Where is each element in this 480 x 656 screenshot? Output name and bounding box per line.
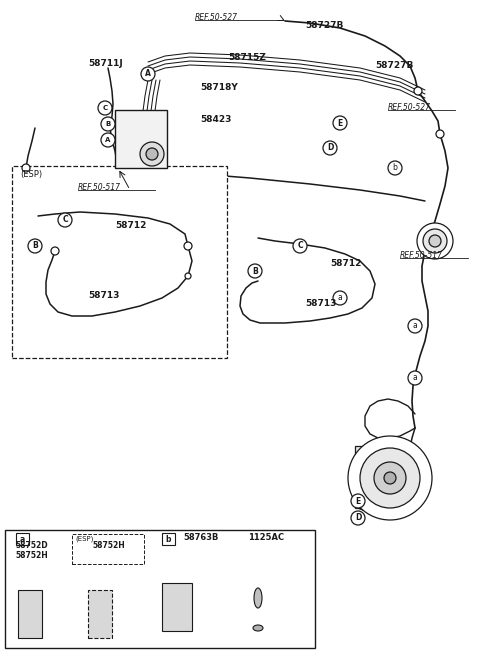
Circle shape xyxy=(333,291,347,305)
Text: 1125AC: 1125AC xyxy=(248,533,284,543)
Text: (ESP): (ESP) xyxy=(75,536,94,543)
Circle shape xyxy=(333,116,347,130)
Circle shape xyxy=(248,264,262,278)
Text: b: b xyxy=(165,535,171,544)
Text: 58718Y: 58718Y xyxy=(200,83,238,92)
Text: A: A xyxy=(145,70,151,79)
Circle shape xyxy=(51,247,59,255)
Text: B: B xyxy=(252,266,258,276)
Bar xyxy=(18,590,42,638)
Text: REF.50-517: REF.50-517 xyxy=(400,251,443,260)
Text: 58763B: 58763B xyxy=(183,533,218,543)
Circle shape xyxy=(98,101,112,115)
Circle shape xyxy=(146,148,158,160)
Text: a: a xyxy=(413,373,418,382)
Text: (ESP): (ESP) xyxy=(20,169,42,178)
Circle shape xyxy=(436,130,444,138)
Circle shape xyxy=(293,239,307,253)
Circle shape xyxy=(140,142,164,166)
Circle shape xyxy=(348,436,432,520)
Text: C: C xyxy=(102,105,108,111)
Ellipse shape xyxy=(254,588,262,608)
Circle shape xyxy=(101,117,115,131)
Bar xyxy=(115,110,167,168)
Circle shape xyxy=(423,229,447,253)
Bar xyxy=(72,534,144,564)
Text: 58727B: 58727B xyxy=(375,62,413,70)
Text: 58423: 58423 xyxy=(200,115,231,125)
Circle shape xyxy=(351,511,365,525)
Text: B: B xyxy=(106,121,110,127)
Bar xyxy=(5,530,315,648)
Text: 58712: 58712 xyxy=(115,222,146,230)
Bar xyxy=(355,446,377,508)
Text: 58752D: 58752D xyxy=(15,541,48,550)
Text: REF.50-517: REF.50-517 xyxy=(78,184,121,192)
Text: E: E xyxy=(337,119,343,127)
Bar xyxy=(88,590,112,638)
Text: REF.50-527: REF.50-527 xyxy=(195,14,238,22)
Circle shape xyxy=(374,462,406,494)
Circle shape xyxy=(185,273,191,279)
Text: REF.50-527: REF.50-527 xyxy=(388,104,431,112)
Bar xyxy=(161,533,175,545)
Circle shape xyxy=(323,141,337,155)
Text: 58752H: 58752H xyxy=(15,552,48,560)
Text: D: D xyxy=(327,144,333,152)
Circle shape xyxy=(360,448,420,508)
Circle shape xyxy=(184,242,192,250)
Bar xyxy=(15,533,28,545)
Text: 58715Z: 58715Z xyxy=(228,54,266,62)
Text: E: E xyxy=(355,497,360,506)
Text: a: a xyxy=(337,293,342,302)
Circle shape xyxy=(58,213,72,227)
Circle shape xyxy=(408,319,422,333)
Text: C: C xyxy=(62,216,68,224)
Text: C: C xyxy=(297,241,303,251)
Text: b: b xyxy=(393,163,397,173)
Circle shape xyxy=(101,133,115,147)
Circle shape xyxy=(22,164,30,172)
Text: B: B xyxy=(32,241,38,251)
Bar xyxy=(162,583,192,631)
Circle shape xyxy=(417,223,453,259)
Circle shape xyxy=(351,494,365,508)
Text: A: A xyxy=(105,137,111,143)
Text: 58712: 58712 xyxy=(330,260,361,268)
Circle shape xyxy=(28,239,42,253)
Text: 58713: 58713 xyxy=(88,291,120,300)
Text: 58752H: 58752H xyxy=(92,541,125,550)
Circle shape xyxy=(408,371,422,385)
Circle shape xyxy=(388,161,402,175)
Text: a: a xyxy=(19,535,24,544)
Text: 58713: 58713 xyxy=(305,300,336,308)
Text: a: a xyxy=(413,321,418,331)
Bar xyxy=(12,166,227,358)
Circle shape xyxy=(141,67,155,81)
Circle shape xyxy=(414,87,422,95)
Circle shape xyxy=(384,472,396,484)
Ellipse shape xyxy=(253,625,263,631)
Text: 58727B: 58727B xyxy=(305,22,343,30)
Circle shape xyxy=(429,235,441,247)
Text: D: D xyxy=(355,514,361,522)
Text: 58711J: 58711J xyxy=(88,60,123,68)
